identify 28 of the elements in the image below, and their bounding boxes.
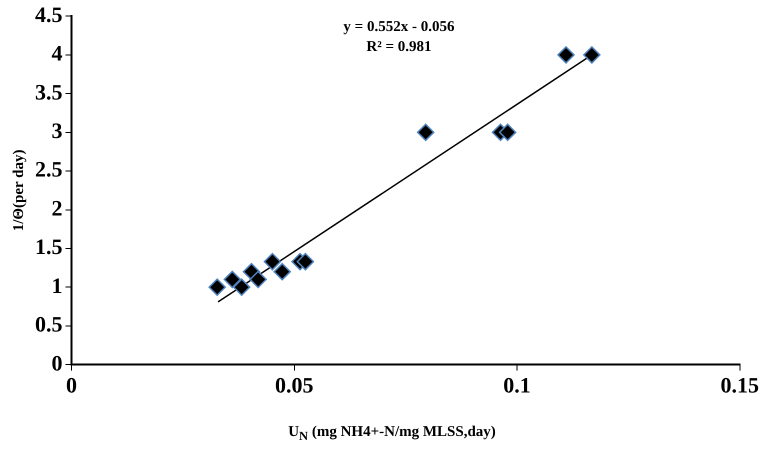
point bbox=[296, 252, 314, 270]
y-tick-label: 4 bbox=[52, 40, 62, 66]
y-tick-label: 0 bbox=[52, 350, 62, 376]
y-axis-title: 1/Θ(per day) bbox=[10, 149, 27, 232]
point bbox=[498, 124, 516, 142]
y-tick-label: 2.5 bbox=[35, 156, 62, 182]
x-tick-label: 0.15 bbox=[720, 372, 759, 398]
point bbox=[224, 270, 242, 288]
x-tick-label: 0.05 bbox=[275, 372, 314, 398]
x-tick-label: 0.1 bbox=[503, 372, 531, 398]
point bbox=[249, 270, 267, 288]
y-tick-label: 4.5 bbox=[35, 2, 62, 27]
annotation: R² = 0.981 bbox=[366, 39, 432, 56]
point bbox=[232, 278, 250, 296]
y-tick-label: 2 bbox=[52, 195, 62, 220]
y-tick-label: 3.5 bbox=[35, 79, 62, 104]
point bbox=[264, 252, 282, 270]
annotation: y = 0.552x - 0.056 bbox=[343, 19, 455, 36]
point bbox=[416, 124, 434, 142]
point bbox=[208, 278, 226, 296]
y-tick-label: 0.5 bbox=[35, 312, 62, 337]
point bbox=[583, 46, 601, 64]
y-tick-label: 1.5 bbox=[35, 234, 62, 260]
y-tick-label: 3 bbox=[52, 118, 62, 144]
point bbox=[273, 262, 291, 280]
y-tick-label: 1 bbox=[52, 272, 62, 298]
x-axis-title: U$_{N}$ (mg NH4+-N/mg MLSS,day) bbox=[287, 424, 497, 444]
point bbox=[557, 46, 575, 64]
